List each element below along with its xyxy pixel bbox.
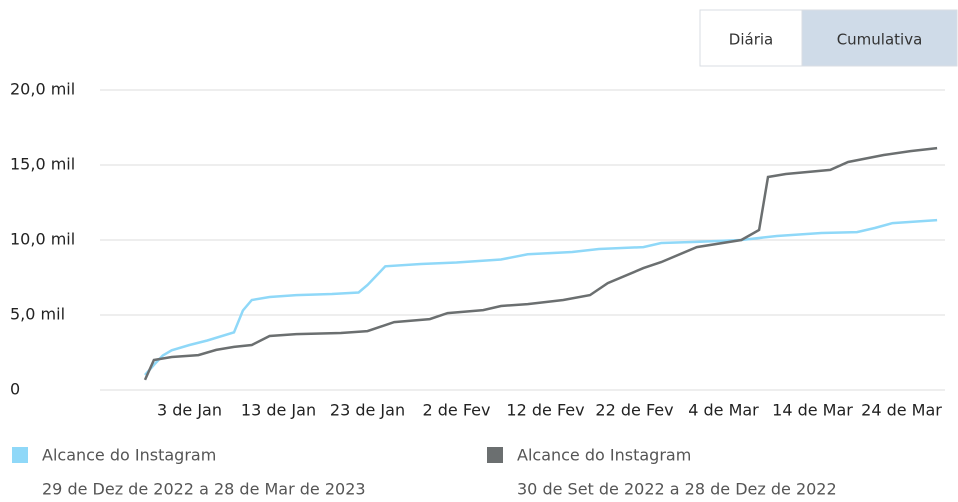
x-tick-label: 24 de Mar <box>861 401 942 420</box>
legend-period: 29 de Dez de 2022 a 28 de Mar de 2023 <box>42 480 366 499</box>
y-tick-label: 15,0 mil <box>10 155 75 174</box>
x-tick-label: 12 de Fev <box>506 401 584 420</box>
y-tick-label: 10,0 mil <box>10 230 75 249</box>
legend-swatch <box>487 447 503 463</box>
legend-label: Alcance do Instagram <box>42 446 216 465</box>
legend-period: 30 de Set de 2022 a 28 de Dez de 2022 <box>517 480 837 499</box>
toggle-label[interactable]: Diária <box>729 31 773 49</box>
x-tick-label: 23 de Jan <box>330 401 405 420</box>
x-tick-label: 14 de Mar <box>772 401 853 420</box>
x-tick-label: 3 de Jan <box>157 401 222 420</box>
x-tick-label: 2 de Fev <box>423 401 491 420</box>
legend-label: Alcance do Instagram <box>517 446 691 465</box>
series-line <box>144 218 938 376</box>
y-tick-label: 5,0 mil <box>10 305 65 324</box>
toggle-label[interactable]: Cumulativa <box>837 31 923 49</box>
x-tick-label: 22 de Fev <box>595 401 673 420</box>
x-tick-label: 13 de Jan <box>241 401 316 420</box>
toggle-button[interactable] <box>699 9 803 67</box>
toggle-button[interactable] <box>801 9 958 67</box>
y-tick-label: 20,0 mil <box>10 80 75 99</box>
x-tick-label: 4 de Mar <box>688 401 759 420</box>
series-line <box>143 146 938 381</box>
legend-swatch <box>12 447 28 463</box>
y-tick-label: 0 <box>10 380 20 399</box>
